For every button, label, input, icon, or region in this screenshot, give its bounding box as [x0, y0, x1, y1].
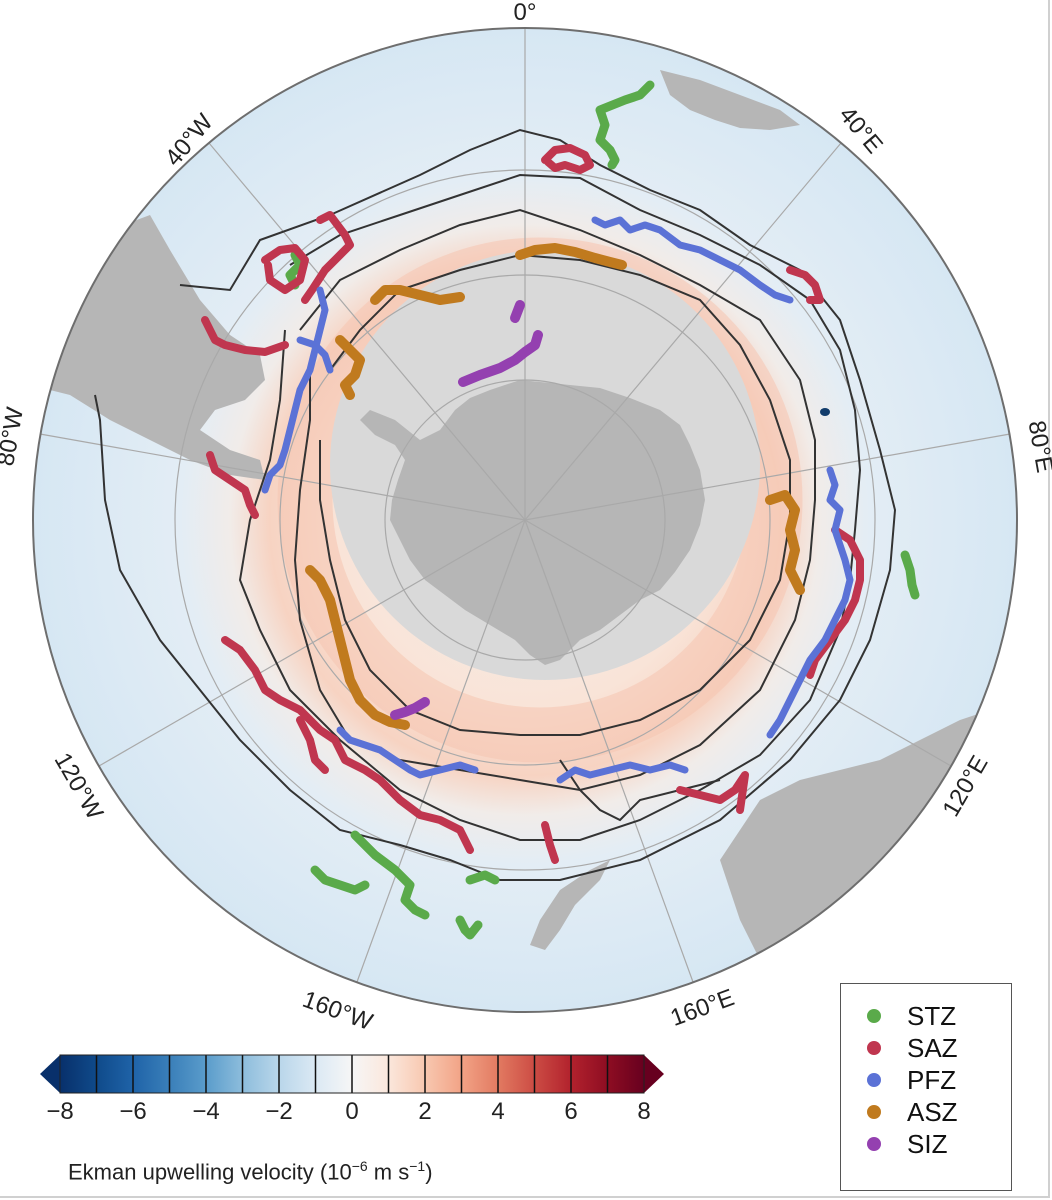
map-disk [33, 28, 1017, 1012]
float-tracks [201, 80, 920, 940]
colorbar-outline [59, 1054, 645, 1094]
colorbar-tick: −4 [192, 1098, 220, 1125]
colorbar-title-exp: −1 [409, 1158, 426, 1174]
colorbar-extend-min [40, 1055, 60, 1093]
legend-marker-icon [867, 1137, 881, 1151]
antarctica-land [360, 380, 705, 665]
track-siz [390, 300, 543, 720]
colorbar-title-units: m s [367, 1159, 410, 1185]
track-asz [305, 243, 805, 730]
colorbar-tick: −8 [46, 1098, 74, 1125]
graticule [39, 28, 1011, 983]
track-stz [285, 80, 920, 940]
legend: STZ SAZ PFZ ASZ SIZ [840, 983, 1012, 1191]
legend-label: SAZ [907, 1032, 958, 1063]
legend-marker-icon [867, 1105, 881, 1119]
colorbar-tick: −6 [119, 1098, 147, 1125]
legend-label: PFZ [907, 1064, 957, 1095]
colorbar-tick: 6 [564, 1098, 578, 1125]
legend-item-pfz: PFZ [867, 1064, 1011, 1096]
colorbar [40, 1054, 664, 1094]
lon-label-160e: 160°E [667, 984, 738, 1032]
map-boundary [32, 27, 1018, 1013]
colorbar-tick: 8 [637, 1098, 651, 1125]
track-pfz [261, 216, 854, 784]
colorbar-dividers [95, 1055, 609, 1093]
legend-item-asz: ASZ [867, 1096, 1011, 1128]
track-saz [201, 144, 864, 864]
lon-label-80e: 80°E [1023, 419, 1052, 475]
colorbar-extend-max [644, 1055, 664, 1093]
legend-item-saz: SAZ [867, 1032, 1011, 1064]
legend-item-stz: STZ [867, 1000, 1011, 1032]
colorbar-title-close: ) [425, 1159, 433, 1185]
colorbar-title-text: Ekman upwelling velocity (10 [68, 1159, 352, 1185]
kerguelen-feature [820, 408, 830, 416]
colorbar-tick: 0 [345, 1098, 359, 1125]
lon-label-0: 0° [514, 0, 537, 26]
legend-label: SIZ [907, 1128, 948, 1159]
legend-marker-icon [867, 1073, 881, 1087]
colorbar-tick: 4 [491, 1098, 505, 1125]
colorbar-title: Ekman upwelling velocity (10−6 m s−1) [68, 1158, 433, 1185]
colorbar-title-exp: −6 [351, 1158, 368, 1174]
lon-label-160w: 160°W [299, 986, 376, 1036]
legend-label: STZ [907, 1000, 957, 1031]
legend-label: ASZ [907, 1096, 958, 1127]
legend-item-siz: SIZ [867, 1128, 1011, 1160]
legend-marker-icon [867, 1009, 881, 1023]
colorbar-tick: −2 [265, 1098, 293, 1125]
lon-label-80w: 80°W [0, 405, 29, 468]
colorbar-tick: 2 [418, 1098, 432, 1125]
new-zealand-land [530, 860, 610, 950]
legend-marker-icon [867, 1041, 881, 1055]
africa-land [660, 70, 800, 130]
